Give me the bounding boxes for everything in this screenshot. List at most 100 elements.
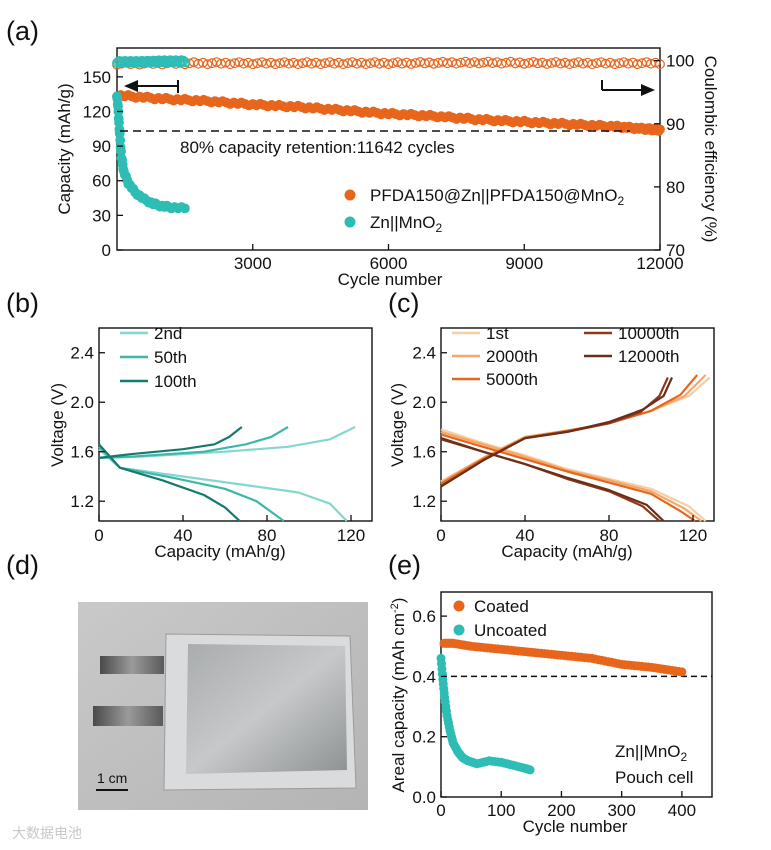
e-x-tick-label: 400 [668,801,696,820]
curve-2nd-discharge [98,448,348,522]
cell-note-line1: Zn||MnO2 [615,742,688,764]
chart-e-ylabel: Areal capacity (mAh cm-2) [389,598,408,793]
chart-e-x-ticks: 0 100 200 300 400 [436,791,696,820]
chart-a-x-ticks: 3000 6000 9000 12000 [234,244,684,273]
c-y-tick-label: 2.4 [412,344,436,363]
e-x-tick-label: 200 [547,801,575,820]
a-y-tick-label: 0 [102,241,111,260]
chart-b-marks [98,426,356,522]
retention-annotation: 80% capacity retention:11642 cycles [180,138,455,157]
chart-c-y-ticks: 1.2 1.6 2.0 2.4 [412,344,447,511]
data-point [496,58,507,69]
e-y-tick-label: 0.4 [412,667,436,686]
chart-c-legend: 1st 2000th 5000th 10000th 12000th [452,324,679,389]
legend-label-znmno2: Zn||MnO2 [370,213,443,235]
watermark: 大数据电池 [12,825,82,841]
c-x-tick-label: 40 [516,526,535,545]
c-x-tick-label: 0 [436,526,445,545]
a-x-tick-label: 6000 [370,254,408,273]
data-point [225,59,236,70]
panel-label-b: (b) [6,288,39,318]
chart-c-ylabel: Voltage (V) [388,383,407,467]
chart-a-marks [112,55,665,214]
data-point [293,59,303,70]
curve-5000th-discharge [440,433,696,522]
data-point [406,59,417,69]
chart-b-ylabel: Voltage (V) [48,383,67,467]
legend-label: 10000th [618,324,679,343]
chart-a-y2label: Coulombic efficiency (%) [701,56,720,243]
chart-b: 1.2 1.6 2.0 2.4 0 40 80 120 2nd 50th 100th Volta… [48,324,373,561]
pouch-body [186,644,347,774]
cell-note-line2: Pouch cell [615,768,693,787]
legend-label-coated: Coated [474,597,529,616]
panel-label-d: (d) [6,550,39,580]
data-point [202,59,213,70]
e-y-tick-label: 0.0 [412,788,436,807]
c-y-tick-label: 1.6 [412,443,436,462]
legend-label: 2nd [154,324,182,343]
chart-a-y-ticks: 0 30 60 90 120 150 [83,68,123,260]
legend-marker-pfda [344,189,356,201]
pouch-cell-photo: 1 cm [78,602,368,810]
e-x-tick-label: 0 [436,801,445,820]
data-point [383,59,394,70]
chart-b-y-ticks: 1.2 1.6 2.0 2.4 [70,344,105,511]
a-y-tick-label: 120 [83,102,111,121]
data-point [270,59,281,70]
c-y-tick-label: 2.0 [412,393,436,412]
panel-label-a: (a) [6,16,39,46]
data-point [474,58,484,69]
chart-c: 1.2 1.6 2.0 2.4 0 40 80 120 1st 2000th 5000th 100… [388,324,715,561]
e-y-tick-label: 0.6 [412,607,436,626]
chart-c-xlabel: Capacity (mAh/g) [501,542,632,561]
a-y-tick-label: 30 [92,206,111,225]
panel-label-e: (e) [388,550,421,580]
e-x-tick-label: 100 [487,801,515,820]
e-y-tick-label: 0.2 [412,728,436,747]
b-x-tick-label: 80 [258,526,277,545]
curve-5000th-charge [440,374,699,485]
tab-lower [93,706,163,726]
b-y-tick-label: 1.6 [70,443,94,462]
data-point [564,59,575,70]
b-y-tick-label: 1.2 [70,492,94,511]
chart-e: 0.0 0.2 0.4 0.6 0 100 200 300 400 Coated Uncoat… [389,591,713,836]
b-x-tick-label: 40 [174,526,193,545]
a-x-tick-label: 12000 [636,254,683,273]
a-y2-tick-label: 100 [666,52,694,71]
data-point [650,57,661,68]
chart-b-frame [98,327,373,522]
data-point [632,59,643,70]
data-point [361,59,371,70]
a-y2-tick-label: 90 [666,115,685,134]
curve-10000th-discharge [440,438,661,522]
a-x-tick-label: 9000 [505,254,543,273]
data-point [587,59,597,70]
chart-a-legend: PFDA150@Zn||PFDA150@MnO2 Zn||MnO2 [344,186,624,235]
panel-label-c: (c) [388,288,419,318]
chart-a-y2-ticks: 70 80 90 100 [654,52,694,260]
chart-e-marks [436,638,687,775]
curve-2000th-discharge [440,430,703,522]
chart-a-ylabel: Capacity (mAh/g) [55,83,74,214]
chart-a-xlabel: Cycle number [338,270,443,289]
legend-label: 12000th [618,347,679,366]
chart-a: 80% capacity retention:11642 cycles 0 30 6… [55,47,720,289]
e-x-tick-label: 300 [607,801,635,820]
data-point [315,59,326,70]
chart-b-legend: 2nd 50th 100th [120,324,197,391]
data-point [179,57,190,68]
c-x-tick-label: 80 [600,526,619,545]
legend-label: 5000th [486,370,538,389]
legend-label: 50th [154,348,187,367]
b-x-tick-label: 120 [337,526,365,545]
data-point [542,59,552,69]
b-y-tick-label: 2.0 [70,393,94,412]
chart-e-y-ticks: 0.0 0.2 0.4 0.6 [412,607,447,807]
chart-b-x-ticks: 0 40 80 120 [94,515,365,545]
chart-e-legend: Coated Uncoated [453,597,547,640]
a-x-tick-label: 3000 [234,254,272,273]
left-axis-arrow [124,80,179,93]
scale-bar-label: 1 cm [97,770,127,786]
